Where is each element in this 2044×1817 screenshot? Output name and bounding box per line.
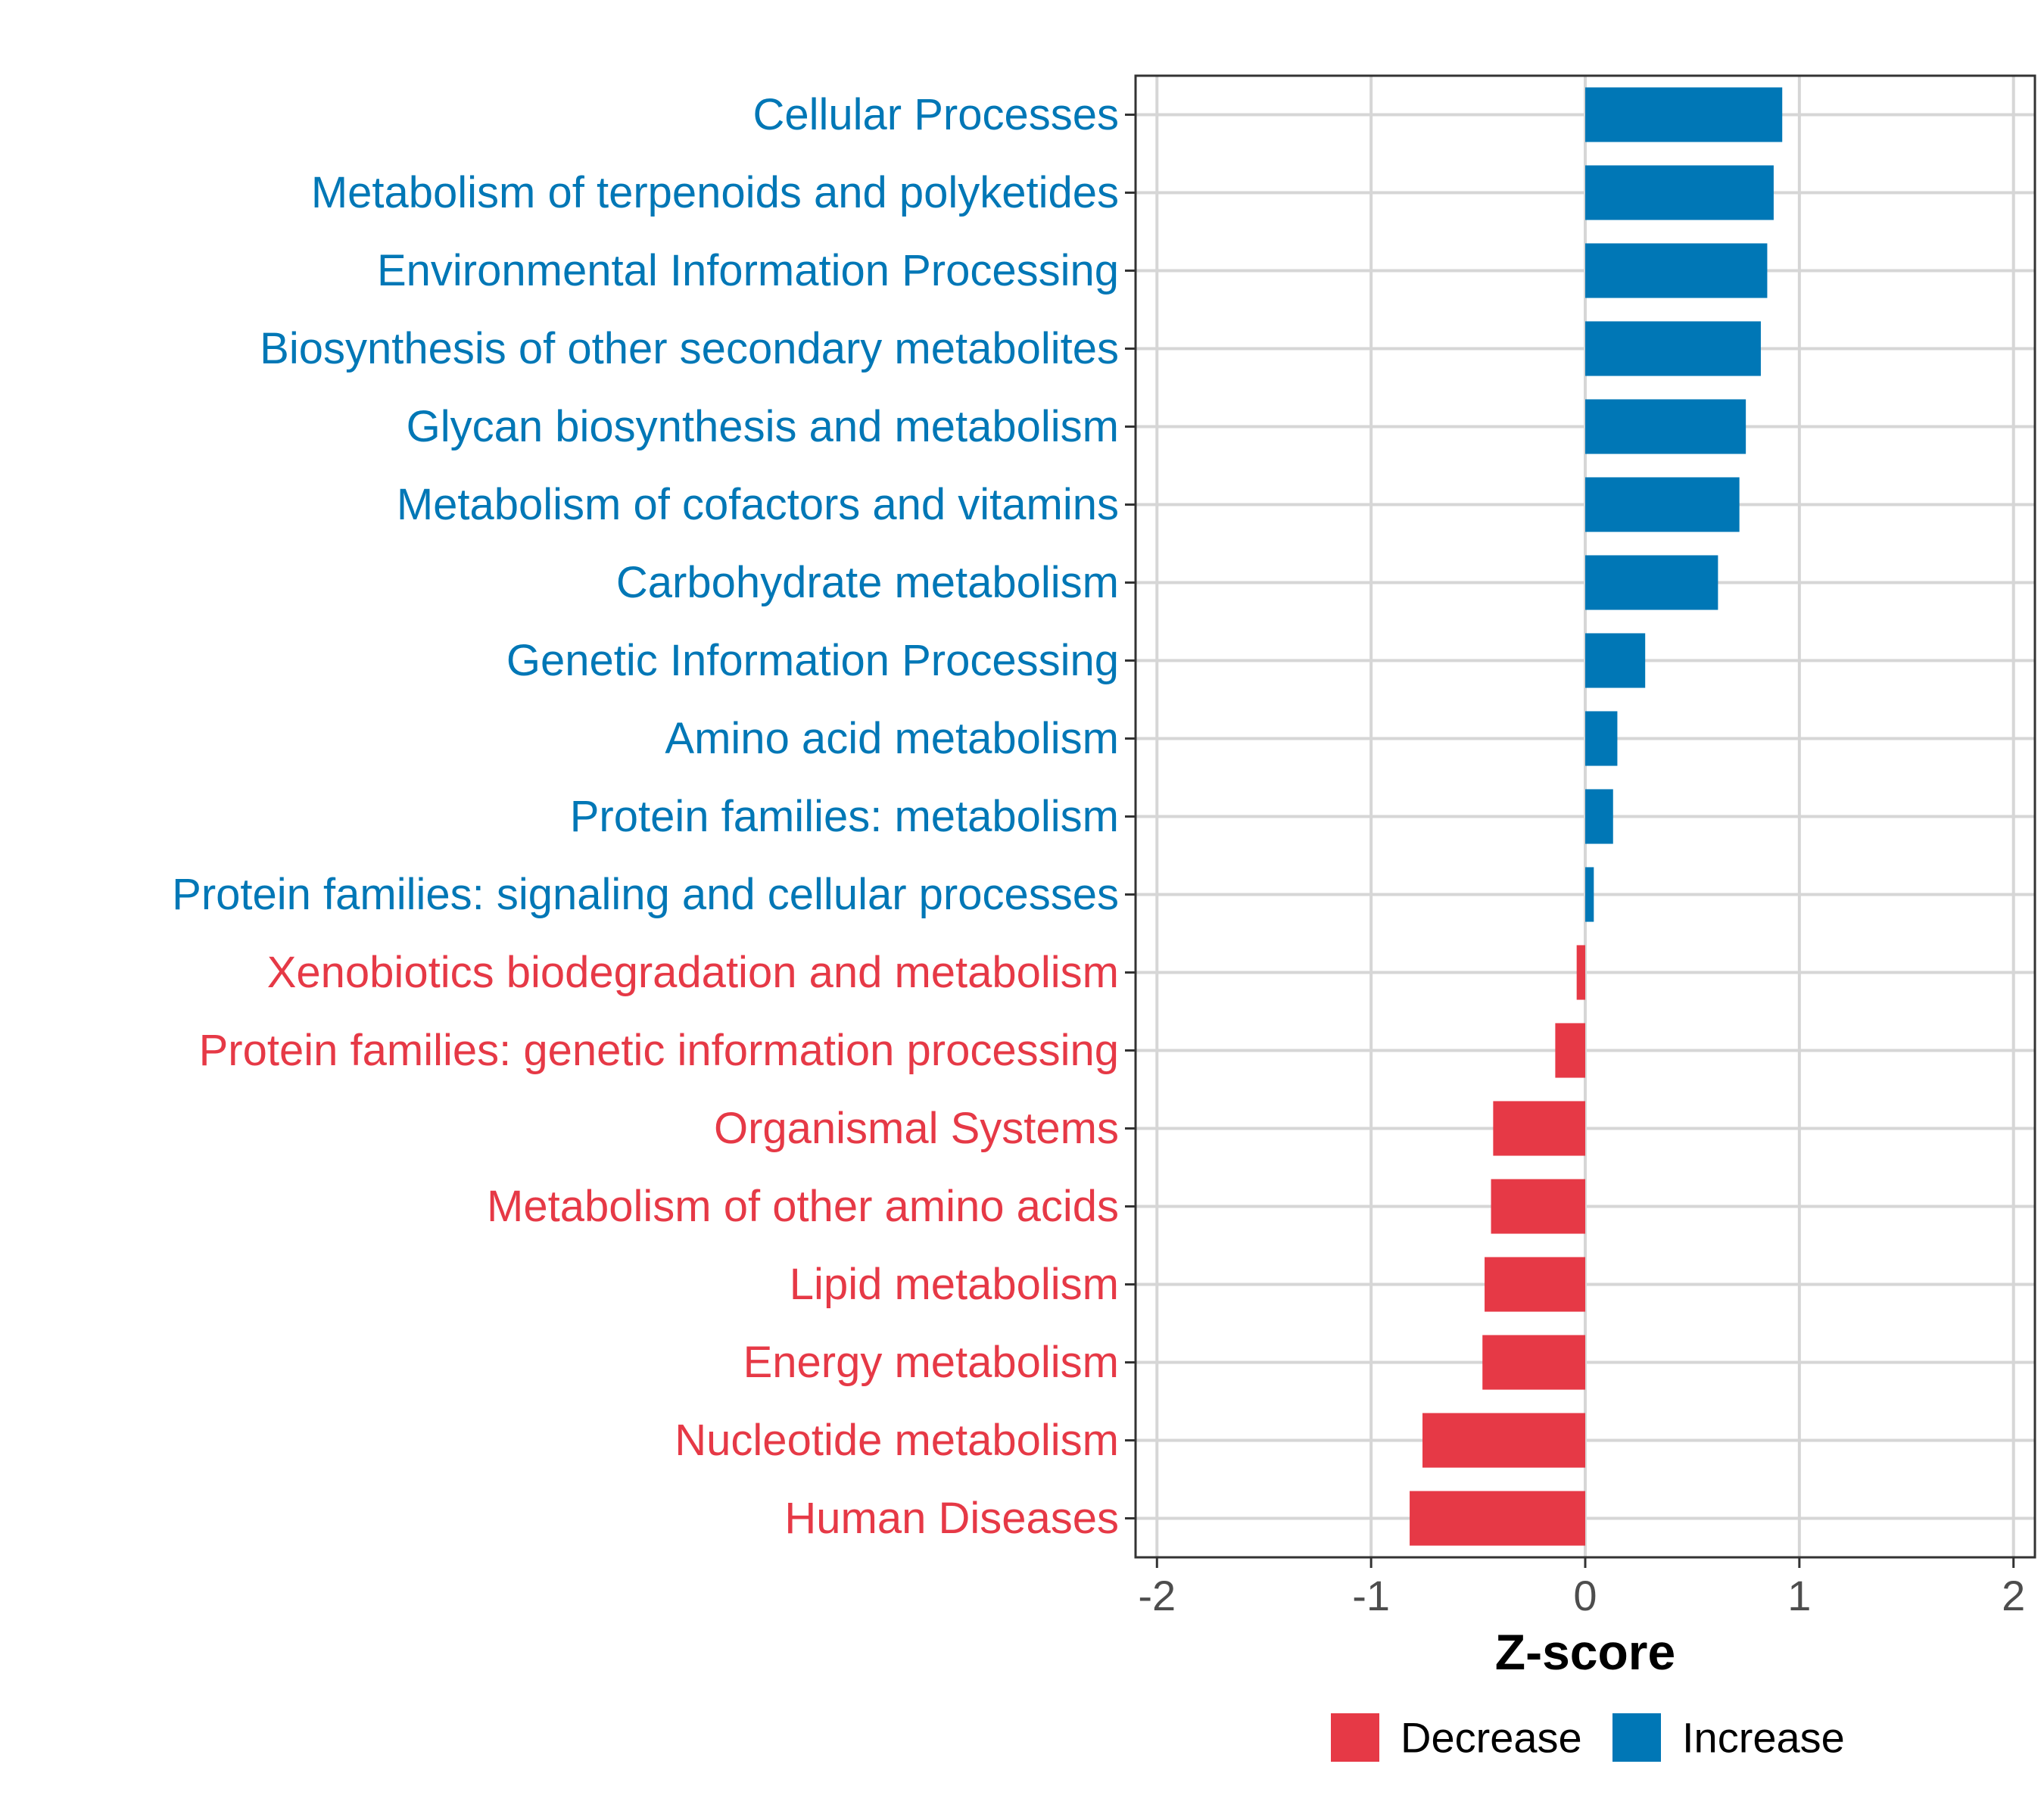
y-tick-label: Lipid metabolism xyxy=(790,1260,1119,1309)
y-tick-label: Cellular Processes xyxy=(752,90,1119,139)
y-tick-label: Carbohydrate metabolism xyxy=(616,558,1119,607)
bar-decrease xyxy=(1493,1101,1585,1156)
bar-decrease xyxy=(1555,1023,1585,1078)
y-tick-label: Nucleotide metabolism xyxy=(675,1416,1119,1465)
y-tick-label: Metabolism of cofactors and vitamins xyxy=(397,480,1119,529)
y-tick-label: Protein families: metabolism xyxy=(570,792,1119,841)
x-axis-title: Z-score xyxy=(1495,1624,1675,1680)
y-tick-label: Organismal Systems xyxy=(714,1104,1119,1153)
y-tick-label: Environmental Information Processing xyxy=(377,246,1119,295)
bar-decrease xyxy=(1491,1179,1585,1234)
y-tick-label: Human Diseases xyxy=(784,1494,1119,1543)
bar-decrease xyxy=(1410,1491,1585,1546)
y-tick-label: Xenobiotics biodegradation and metabolis… xyxy=(267,948,1119,997)
legend-key-increase xyxy=(1612,1713,1661,1762)
bar-increase xyxy=(1585,87,1783,142)
legend-label-decrease: Decrease xyxy=(1401,1714,1582,1762)
legend: Decrease Increase xyxy=(1331,1713,1845,1762)
x-tick-label: 0 xyxy=(1573,1572,1597,1619)
bar-decrease xyxy=(1482,1335,1585,1390)
bar-increase xyxy=(1585,867,1594,922)
bar-increase xyxy=(1585,243,1768,298)
bar-decrease xyxy=(1485,1257,1585,1312)
y-tick-label: Metabolism of other amino acids xyxy=(487,1182,1119,1231)
y-axis-ticks xyxy=(1125,114,1136,1519)
x-tick-label: -1 xyxy=(1352,1572,1390,1619)
bars xyxy=(1410,87,1783,1546)
y-axis-labels: Cellular Processes Metabolism of terpenoi… xyxy=(172,90,1119,1543)
y-tick-label: Protein families: genetic information pr… xyxy=(199,1026,1119,1075)
bar-increase xyxy=(1585,633,1646,688)
x-axis-ticks xyxy=(1155,1557,2015,1568)
bar-increase xyxy=(1585,321,1761,376)
y-tick-label: Energy metabolism xyxy=(743,1338,1119,1387)
y-tick-label: Biosynthesis of other secondary metaboli… xyxy=(260,324,1119,373)
bar-increase xyxy=(1585,165,1774,220)
x-tick-label: -2 xyxy=(1138,1572,1176,1619)
bar-increase xyxy=(1585,477,1740,532)
bar-increase xyxy=(1585,711,1618,766)
bar-increase xyxy=(1585,789,1613,844)
bar-increase xyxy=(1585,555,1718,610)
bar-decrease xyxy=(1422,1413,1585,1468)
y-tick-label: Amino acid metabolism xyxy=(665,714,1119,763)
x-axis-labels: -2 -1 0 1 2 xyxy=(1138,1572,2025,1619)
x-tick-label: 1 xyxy=(1787,1572,1811,1619)
x-tick-label: 2 xyxy=(2002,1572,2025,1619)
y-tick-label: Metabolism of terpenoids and polyketides xyxy=(311,168,1119,217)
legend-key-decrease xyxy=(1331,1713,1379,1762)
y-tick-label: Glycan biosynthesis and metabolism xyxy=(407,402,1119,451)
y-tick-label: Genetic Information Processing xyxy=(506,636,1119,685)
y-tick-label: Protein families: signaling and cellular… xyxy=(172,870,1119,919)
bar-decrease xyxy=(1576,945,1585,1000)
legend-label-increase: Increase xyxy=(1682,1714,1845,1762)
bar-increase xyxy=(1585,399,1746,454)
